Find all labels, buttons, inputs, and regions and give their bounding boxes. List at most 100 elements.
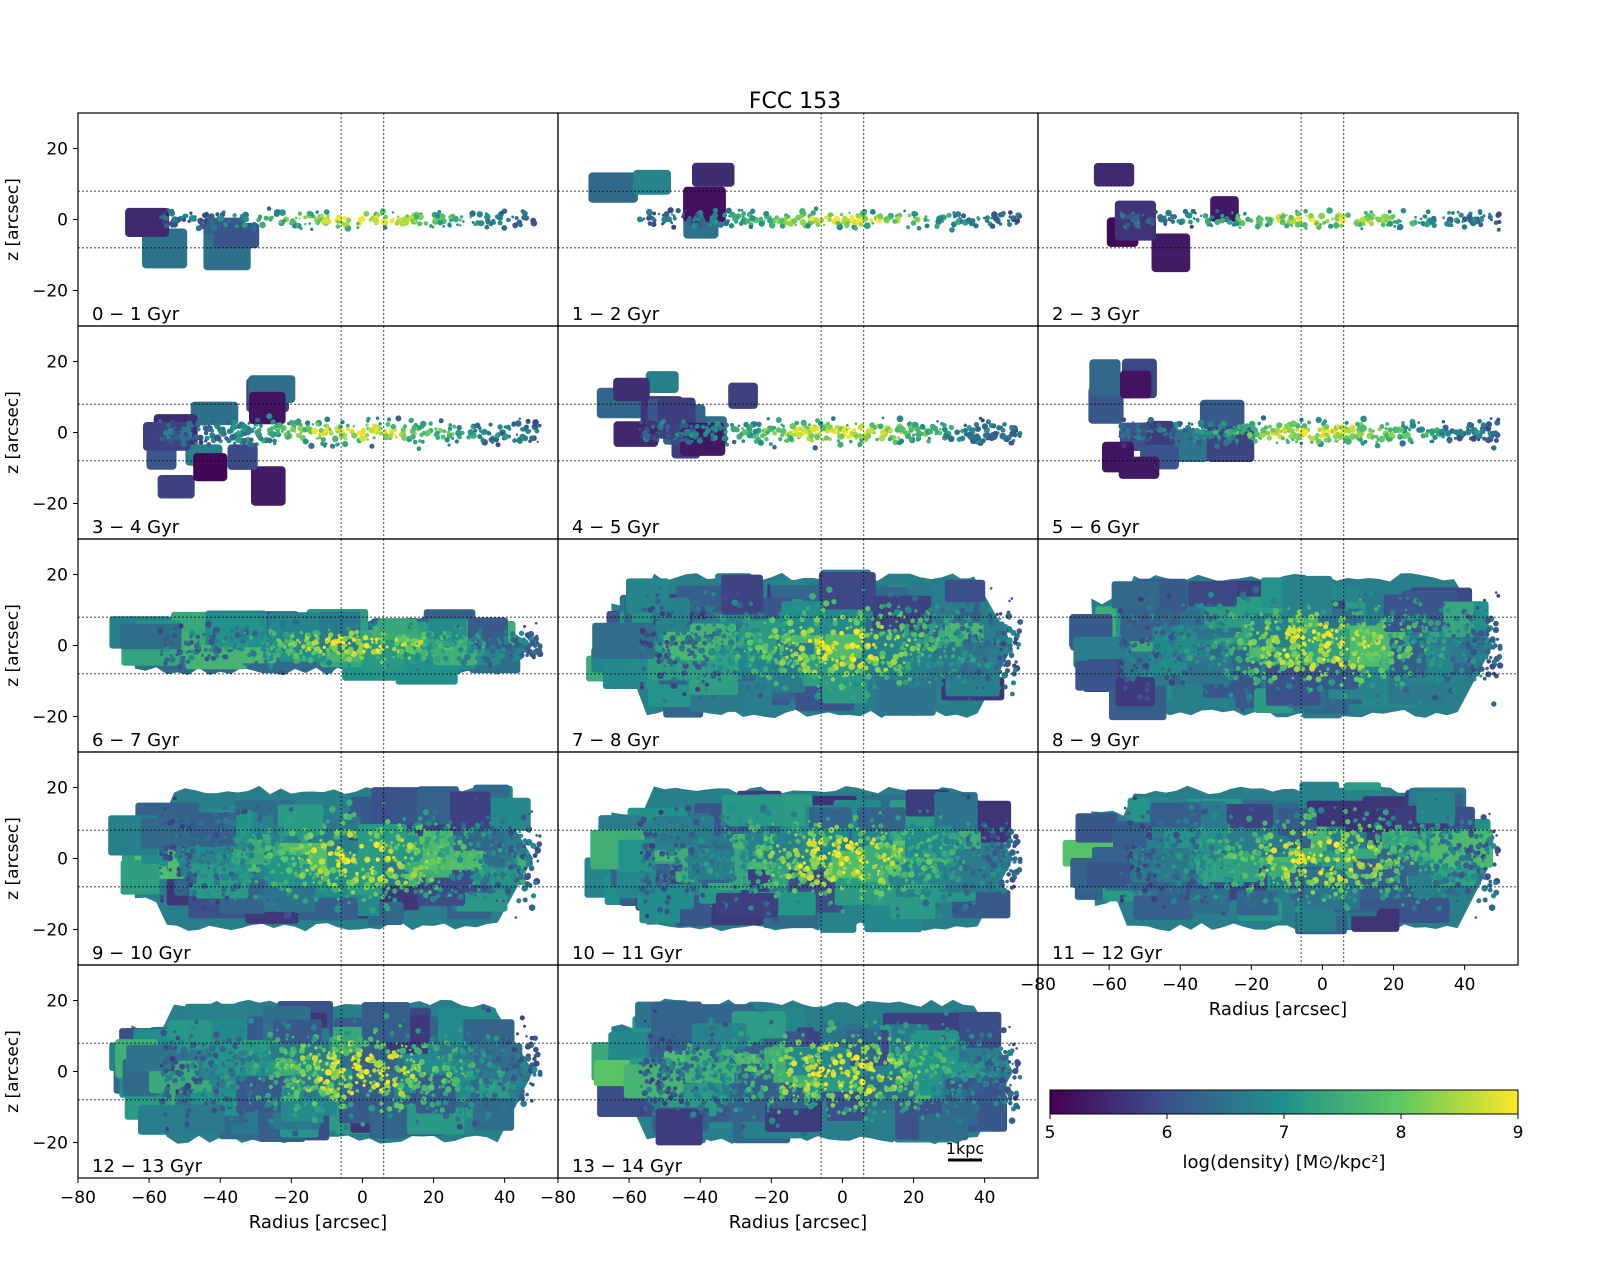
disk-bin — [510, 652, 513, 655]
disk-bin — [306, 427, 311, 432]
disk-bin — [462, 631, 469, 637]
disk-bin — [1432, 612, 1436, 616]
disk-bin — [454, 439, 459, 444]
disk-bin — [1367, 644, 1371, 648]
disk-bin — [223, 654, 229, 660]
disk-bin — [165, 646, 171, 652]
disk-bin — [340, 653, 346, 658]
disk-bin — [1335, 637, 1338, 640]
disk-bin — [1381, 624, 1387, 629]
disk-bin — [264, 633, 268, 637]
disk-bin — [485, 218, 491, 224]
disk-bin — [665, 429, 669, 432]
disk-bin — [1484, 639, 1489, 644]
disk-bin — [849, 654, 853, 659]
disk-bin — [202, 212, 208, 219]
disk-bin — [447, 836, 455, 843]
disk-bin — [723, 643, 726, 647]
disk-bin — [221, 639, 226, 645]
voronoi-bin — [251, 466, 286, 506]
disk-bin — [514, 420, 522, 427]
disk-bin — [1209, 624, 1214, 630]
disk-bin — [447, 643, 450, 647]
disk-bin — [196, 640, 200, 644]
disk-bin — [993, 620, 1000, 627]
disk-bin — [454, 890, 458, 894]
disk-bin — [1133, 223, 1139, 229]
disk-bin — [1287, 617, 1294, 623]
disk-bin — [185, 659, 191, 664]
disk-bin — [315, 651, 319, 655]
disk-bin — [1384, 645, 1392, 652]
disk-bin — [1139, 637, 1146, 644]
disk-bin — [1492, 671, 1496, 676]
disk-bin — [172, 430, 177, 435]
disk-bin — [999, 432, 1007, 440]
panel-density-map — [125, 206, 538, 271]
disk-bin — [1202, 642, 1207, 647]
disk-bin — [870, 628, 873, 632]
disk-bin — [1339, 223, 1344, 228]
disk-bin — [525, 825, 532, 833]
disk-bin — [909, 683, 917, 690]
disk-bin — [1004, 660, 1011, 667]
disk-bin — [1418, 602, 1423, 607]
disk-bin — [1315, 438, 1322, 445]
disk-bin — [973, 614, 980, 621]
disk-bin — [1132, 663, 1137, 668]
panel-density-map — [588, 162, 1022, 239]
disk-bin — [711, 592, 716, 597]
disk-bin — [755, 627, 760, 633]
disk-bin — [848, 439, 853, 444]
disk-bin — [393, 433, 397, 436]
disk-bin — [413, 627, 419, 633]
disk-bin — [538, 834, 542, 838]
disk-bin — [273, 211, 280, 217]
disk-bin — [1256, 631, 1260, 635]
disk-bin — [421, 430, 426, 436]
disk-bin — [386, 663, 390, 668]
disk-bin — [1361, 635, 1366, 640]
disk-bin — [1222, 626, 1229, 633]
disk-bin — [728, 661, 733, 666]
disk-bin — [1323, 624, 1329, 630]
disk-bin — [1470, 622, 1473, 625]
disk-bin — [247, 421, 251, 425]
voronoi-bin — [141, 818, 190, 849]
disk-bin — [188, 649, 192, 654]
disk-bin — [849, 694, 857, 701]
disk-bin — [159, 652, 163, 657]
disk-bin — [1372, 429, 1376, 433]
disk-bin — [1190, 208, 1196, 214]
disk-bin — [346, 427, 350, 432]
disk-bin — [396, 215, 400, 219]
disk-bin — [709, 648, 713, 652]
disk-bin — [912, 632, 918, 638]
disk-bin — [850, 656, 857, 663]
disk-bin — [737, 208, 741, 212]
disk-bin — [251, 630, 259, 637]
disk-bin — [853, 617, 857, 621]
disk-bin — [807, 668, 812, 674]
disk-bin — [689, 604, 695, 610]
disk-bin — [510, 635, 513, 638]
disk-bin — [512, 438, 517, 443]
disk-bin — [834, 641, 839, 646]
disk-bin — [288, 419, 295, 426]
disk-bin — [1332, 601, 1339, 607]
disk-bin — [247, 441, 254, 448]
disk-bin — [263, 655, 266, 658]
disk-bin — [1469, 615, 1476, 621]
disk-bin — [438, 418, 444, 424]
disk-bin — [275, 430, 280, 435]
disk-bin — [187, 219, 191, 223]
disk-bin — [1262, 634, 1267, 639]
disk-bin — [1486, 659, 1491, 664]
disk-bin — [1124, 659, 1131, 667]
disk-bin — [315, 210, 320, 214]
disk-bin — [424, 652, 429, 657]
disk-bin — [1208, 218, 1212, 221]
disk-bin — [524, 216, 528, 220]
disk-bin — [1387, 427, 1393, 433]
